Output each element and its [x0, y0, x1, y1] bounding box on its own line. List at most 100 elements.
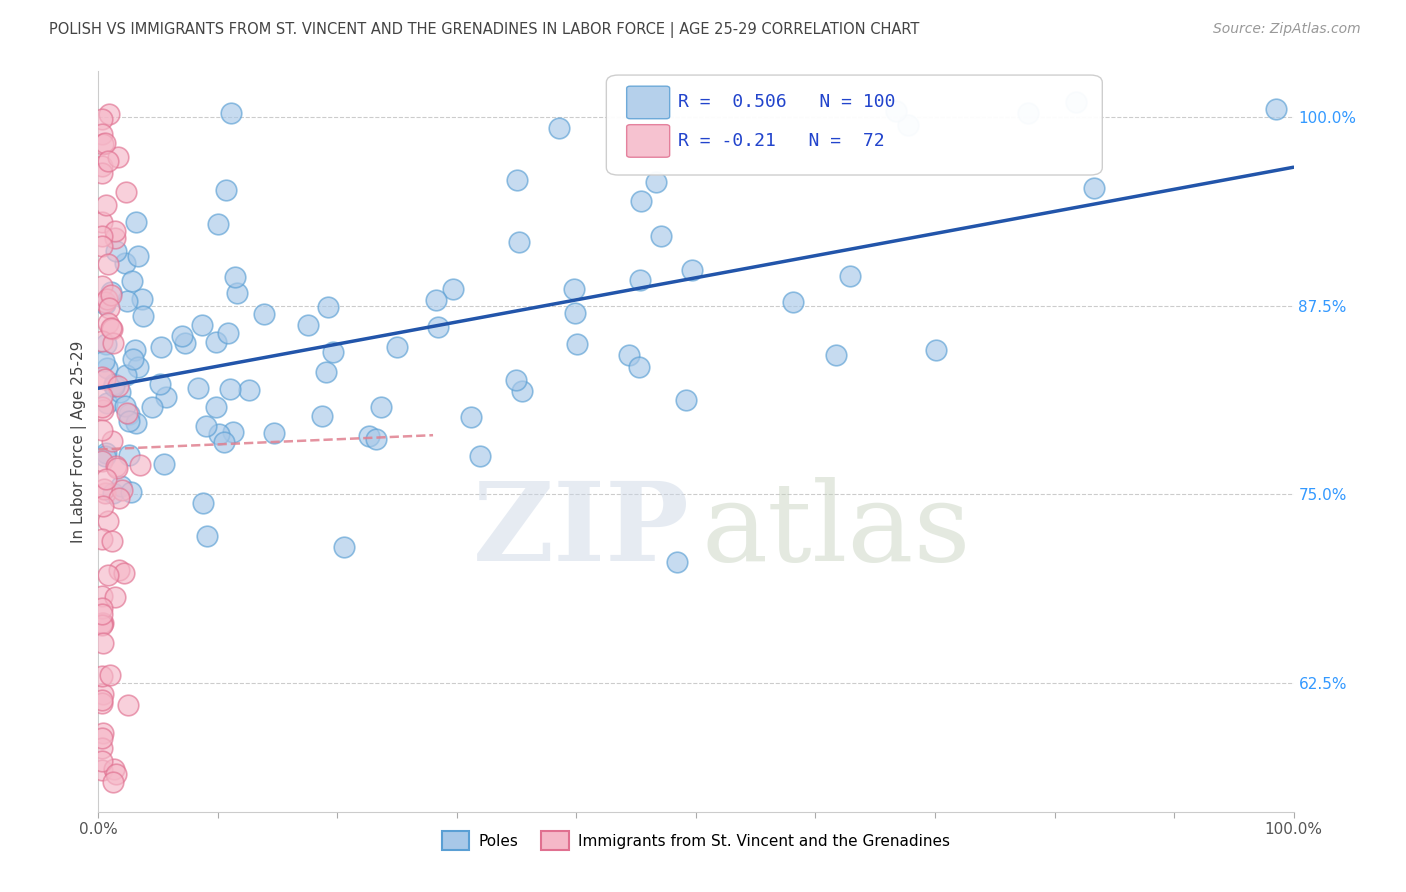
Point [91, 696, 114, 710]
Point [105, 458, 128, 473]
Point [681, 262, 703, 277]
Point [332, 541, 354, 555]
Point [562, 282, 585, 296]
Point [564, 305, 586, 319]
Point [886, 103, 908, 118]
Point [316, 300, 339, 314]
Point [91, 726, 114, 740]
Point [127, 360, 149, 375]
Point [226, 285, 249, 300]
Point [141, 401, 163, 415]
Text: ZIP: ZIP [474, 477, 690, 584]
FancyBboxPatch shape [627, 125, 669, 157]
Point [567, 337, 589, 351]
Point [96, 360, 118, 375]
Point [311, 409, 333, 424]
Point [118, 414, 141, 428]
Point [101, 322, 124, 336]
Point [97, 107, 120, 121]
Point [370, 400, 392, 414]
Point [100, 321, 122, 335]
Point [630, 194, 652, 208]
Point [100, 533, 122, 548]
Text: Source: ZipAtlas.com: Source: ZipAtlas.com [1213, 22, 1361, 37]
Point [125, 215, 148, 229]
Point [172, 329, 194, 343]
Point [91, 334, 114, 348]
Point [100, 285, 122, 299]
Point [153, 457, 176, 471]
Point [470, 450, 492, 464]
Point [111, 483, 134, 498]
Point [91, 532, 114, 546]
Point [96, 396, 118, 410]
Point [91, 400, 114, 414]
Point [150, 340, 173, 354]
Point [127, 249, 149, 263]
Point [93, 482, 115, 496]
Point [104, 244, 127, 258]
Point [548, 121, 571, 136]
Point [124, 416, 146, 430]
Point [253, 307, 276, 321]
Point [93, 294, 115, 309]
Point [195, 529, 218, 543]
Point [508, 235, 530, 249]
Point [94, 449, 117, 463]
Point [91, 615, 114, 630]
Point [103, 377, 125, 392]
Point [107, 379, 129, 393]
Point [506, 173, 529, 187]
Point [222, 425, 245, 440]
Point [825, 348, 848, 362]
Point [1083, 181, 1105, 195]
Point [219, 382, 242, 396]
Text: R = -0.21   N =  72: R = -0.21 N = 72 [678, 132, 884, 150]
Point [103, 763, 125, 777]
Point [238, 383, 260, 397]
Point [91, 693, 114, 707]
Point [94, 297, 117, 311]
Point [628, 360, 651, 375]
Point [173, 335, 195, 350]
Point [103, 379, 125, 393]
Point [91, 403, 114, 417]
Point [91, 424, 114, 438]
Point [93, 485, 115, 500]
Point [207, 217, 229, 231]
Point [675, 392, 697, 407]
Point [104, 230, 127, 244]
Point [94, 446, 117, 460]
Point [94, 198, 117, 212]
Point [91, 166, 114, 180]
Point [91, 687, 114, 701]
Point [91, 278, 114, 293]
Point [191, 318, 214, 332]
Point [1017, 105, 1039, 120]
FancyBboxPatch shape [627, 87, 669, 119]
Point [364, 432, 387, 446]
Point [221, 105, 243, 120]
Point [97, 257, 120, 271]
Point [91, 589, 114, 603]
Point [91, 763, 114, 777]
Point [441, 282, 464, 296]
Point [121, 274, 143, 288]
Point [105, 461, 128, 475]
Point [91, 617, 114, 632]
Point [104, 224, 127, 238]
Point [104, 590, 127, 604]
Point [101, 774, 124, 789]
Point [650, 229, 672, 244]
Point [644, 175, 666, 189]
Text: POLISH VS IMMIGRANTS FROM ST. VINCENT AND THE GRENADINES IN LABOR FORCE | AGE 25: POLISH VS IMMIGRANTS FROM ST. VINCENT AN… [49, 22, 920, 38]
Point [114, 256, 136, 270]
Point [205, 400, 228, 414]
Point [117, 698, 139, 713]
Point [187, 381, 209, 395]
Point [107, 491, 129, 505]
Point [91, 607, 114, 622]
Point [107, 150, 129, 164]
Point [194, 419, 217, 434]
Point [426, 320, 449, 334]
